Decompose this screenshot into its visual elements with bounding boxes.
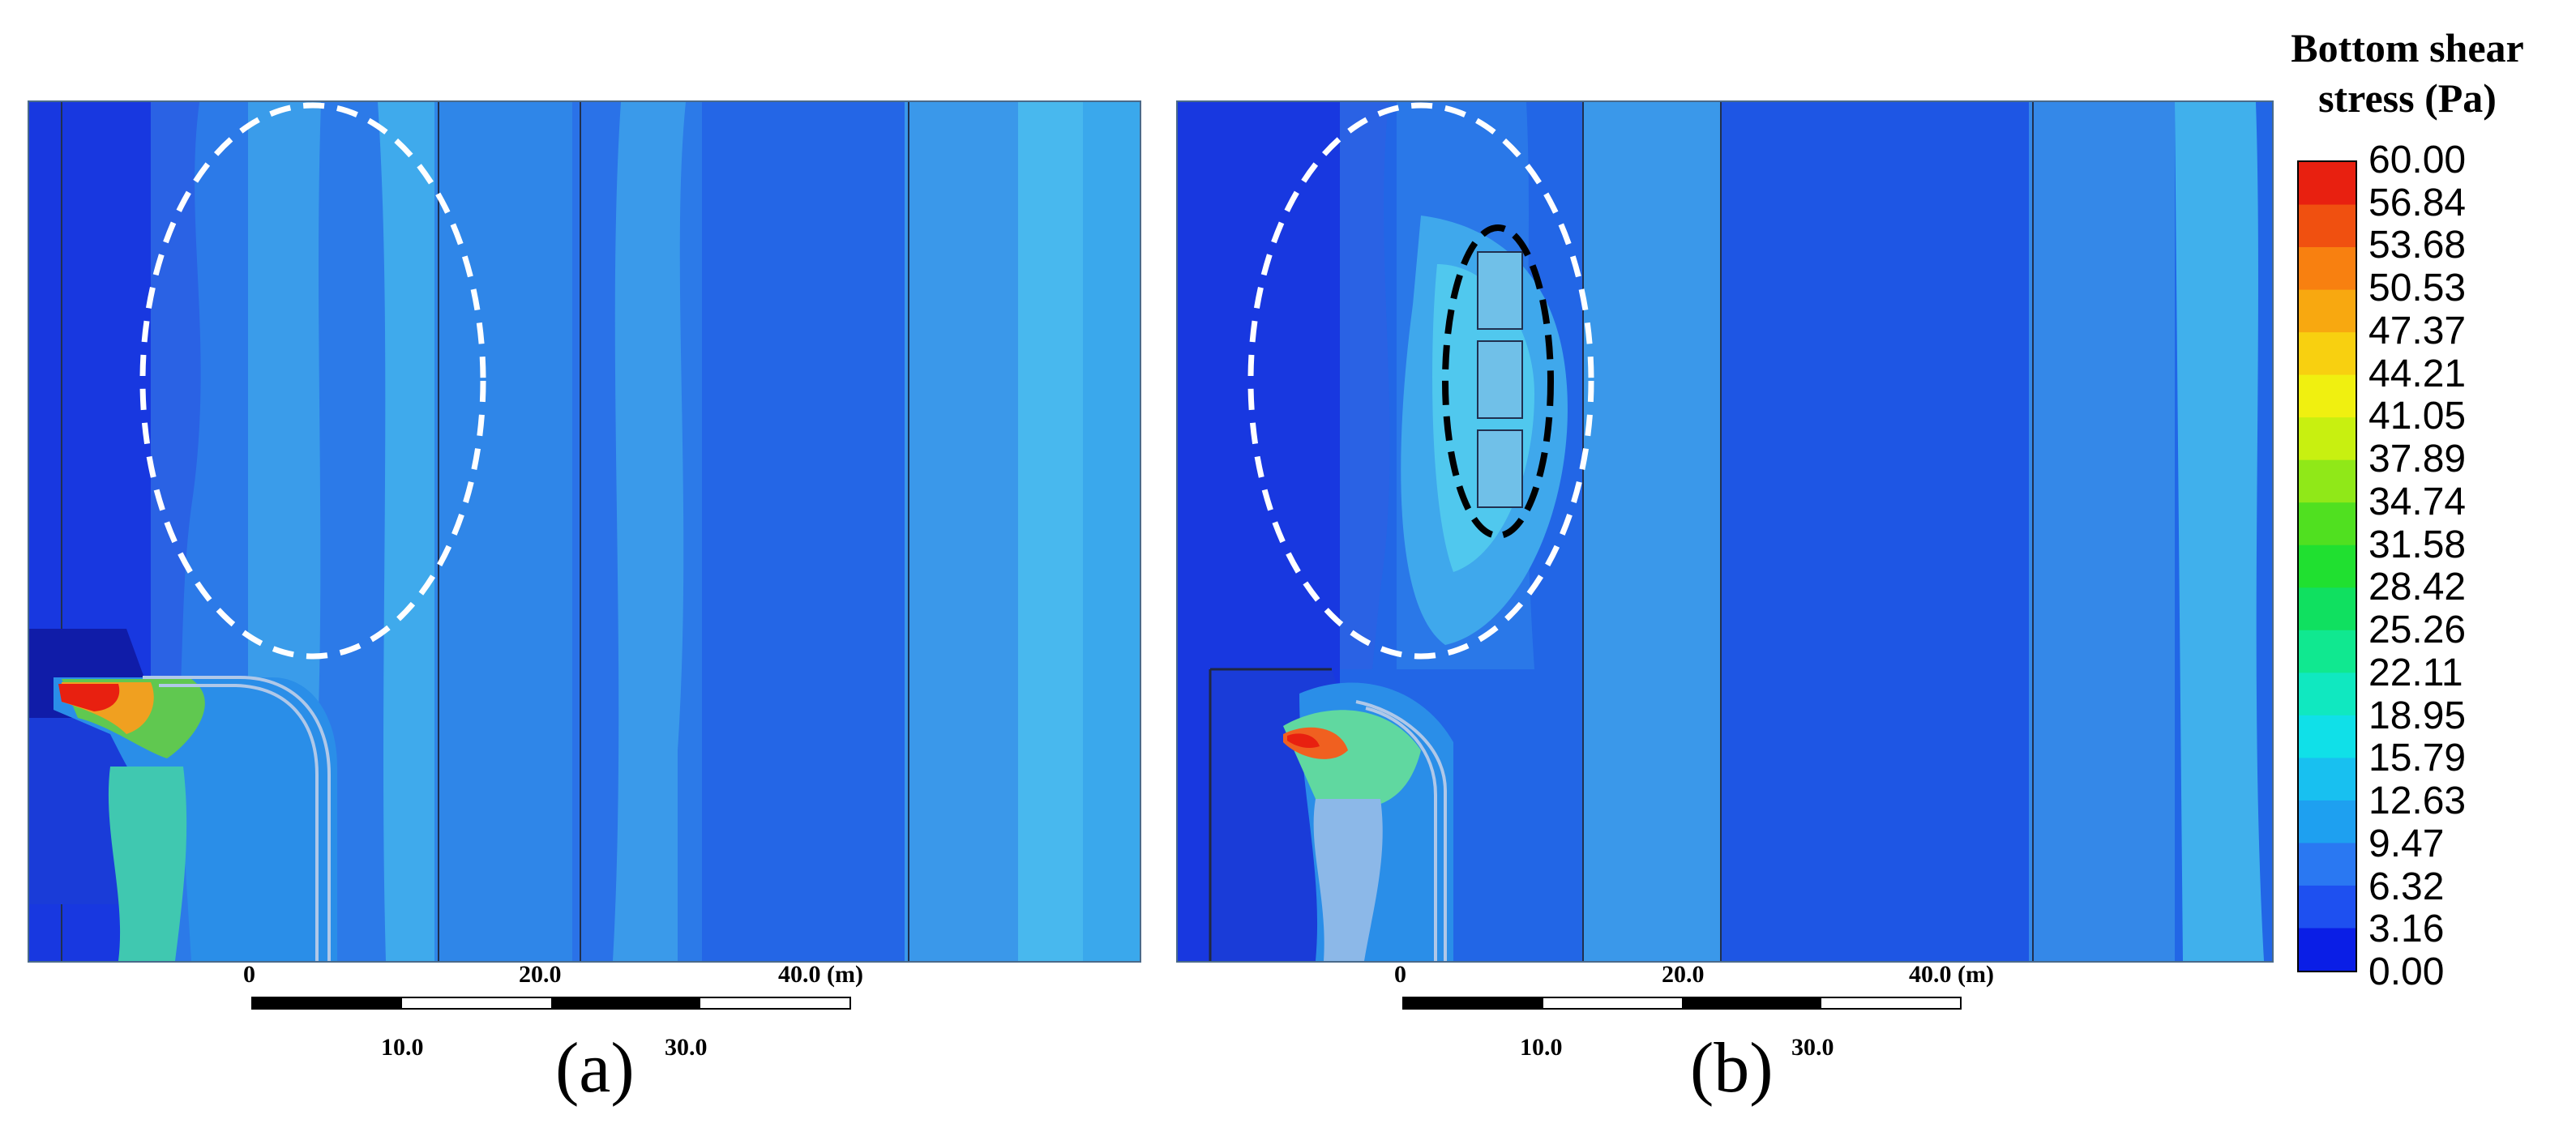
scale-label: 20.0 — [519, 961, 562, 988]
reef-highlight-ellipse — [1442, 224, 1554, 539]
peak-stress-patch — [58, 684, 120, 711]
panel-label-a: (a) — [555, 1029, 635, 1108]
scale-label: 20.0 — [1662, 961, 1705, 988]
scale-segment — [700, 998, 849, 1008]
scale-segment — [402, 998, 551, 1008]
colorbar-swatch — [2299, 630, 2356, 673]
scale-segment — [1821, 998, 1960, 1008]
colorbar-tick-label: 18.95 — [2368, 694, 2467, 737]
colorbar-swatch — [2299, 715, 2356, 758]
scale-bar — [1402, 997, 1962, 1010]
colorbar-swatch — [2299, 800, 2356, 843]
colorbar-swatch — [2299, 673, 2356, 716]
legend-title-line: Bottom shear — [2291, 25, 2524, 70]
colorbar-swatch — [2299, 843, 2356, 886]
light-band-2 — [2029, 102, 2175, 961]
scale-label: 30.0 — [665, 1034, 708, 1061]
highlight-ellipse — [139, 102, 486, 660]
breakwater-outline — [1355, 700, 1447, 961]
colorbar-swatch — [2299, 502, 2356, 546]
scale-label: 10.0 — [1520, 1034, 1563, 1061]
colorbar-tick-label: 9.47 — [2368, 822, 2445, 865]
colorbar-swatch — [2299, 289, 2356, 333]
colorbar-swatch — [2299, 162, 2356, 206]
reef-blocks — [1477, 251, 1523, 508]
scale-label: 40.0 (m) — [1909, 961, 1994, 988]
breakwater-outline — [143, 676, 331, 961]
light-band-1 — [1583, 102, 1721, 961]
colorbar-swatches — [2299, 162, 2356, 971]
scale-segment — [253, 998, 402, 1008]
highlight-ellipse — [1247, 102, 1594, 660]
colorbar-tick-label: 41.05 — [2368, 395, 2467, 438]
reef-block — [1477, 340, 1523, 419]
reef-block — [1477, 429, 1523, 508]
colorbar-swatch — [2299, 247, 2356, 291]
colorbar — [2297, 160, 2357, 972]
colorbar-tick-label: 60.00 — [2368, 139, 2467, 182]
colorbar-tick-label: 47.37 — [2368, 309, 2467, 352]
scale-label: 10.0 — [381, 1034, 424, 1061]
colorbar-tick-label: 34.74 — [2368, 480, 2467, 523]
scale-label: 30.0 — [1791, 1034, 1834, 1061]
legend-title-line: stress (Pa) — [2318, 75, 2497, 121]
deep-band — [702, 102, 905, 961]
legend-title: Bottom shear stress (Pa) — [2239, 23, 2576, 123]
colorbar-swatch — [2299, 459, 2356, 503]
cyan-band — [1018, 102, 1099, 961]
colorbar-tick-label: 37.89 — [2368, 438, 2467, 481]
colorbar-swatch — [2299, 417, 2356, 461]
panel-a-stress-map — [28, 100, 1141, 963]
panel-b-field — [1178, 102, 2272, 961]
deep-band — [1721, 102, 2029, 961]
transition-band — [1340, 102, 1390, 669]
peak-stress-patch — [1287, 733, 1320, 749]
colorbar-swatch — [2299, 374, 2356, 418]
colorbar-tick-label: 28.42 — [2368, 566, 2467, 609]
scale-segment — [1543, 998, 1682, 1008]
scale-label: 0 — [1394, 961, 1406, 988]
cyan-band — [2175, 102, 2264, 961]
lower-stress-strip — [1313, 799, 1383, 961]
colorbar-tick-label: 44.21 — [2368, 352, 2467, 395]
scale-segment — [1404, 998, 1543, 1008]
colorbar-tick-label: 56.84 — [2368, 181, 2467, 224]
colorbar-swatch — [2299, 332, 2356, 376]
colorbar-swatch — [2299, 204, 2356, 248]
colorbar-tick-label: 22.11 — [2368, 651, 2463, 694]
right-band — [1083, 102, 1140, 961]
colorbar-swatch — [2299, 758, 2356, 801]
colorbar-tick-label: 3.16 — [2368, 908, 2445, 951]
colorbar-tick-label: 6.32 — [2368, 865, 2445, 908]
reef-block — [1477, 251, 1523, 330]
scale-label: 0 — [243, 961, 255, 988]
lower-stress-strip — [108, 767, 187, 961]
colorbar-tick-label: 25.26 — [2368, 609, 2467, 652]
colorbar-tick-label: 31.58 — [2368, 523, 2467, 566]
scale-bar — [251, 997, 851, 1010]
light-band-2 — [378, 102, 451, 961]
colorbar-swatch — [2299, 587, 2356, 631]
light-band-4 — [905, 102, 1018, 961]
colorbar-swatch — [2299, 885, 2356, 929]
light-band-3 — [613, 102, 686, 961]
panel-b-stress-map — [1176, 100, 2274, 963]
scale-label: 40.0 (m) — [778, 961, 863, 988]
colorbar-swatch — [2299, 545, 2356, 588]
colorbar-tick-label: 15.79 — [2368, 737, 2467, 780]
scale-segment — [1682, 998, 1821, 1008]
colorbar-tick-label: 12.63 — [2368, 779, 2467, 823]
colorbar-swatch — [2299, 928, 2356, 971]
scale-segment — [551, 998, 700, 1008]
colorbar-tick-label: 0.00 — [2368, 950, 2445, 993]
colorbar-tick-label: 53.68 — [2368, 224, 2467, 267]
breakwater-zone — [53, 677, 337, 961]
panel-a-field — [29, 102, 1140, 961]
panel-label-b: (b) — [1690, 1029, 1774, 1108]
colorbar-tick-label: 50.53 — [2368, 267, 2467, 310]
